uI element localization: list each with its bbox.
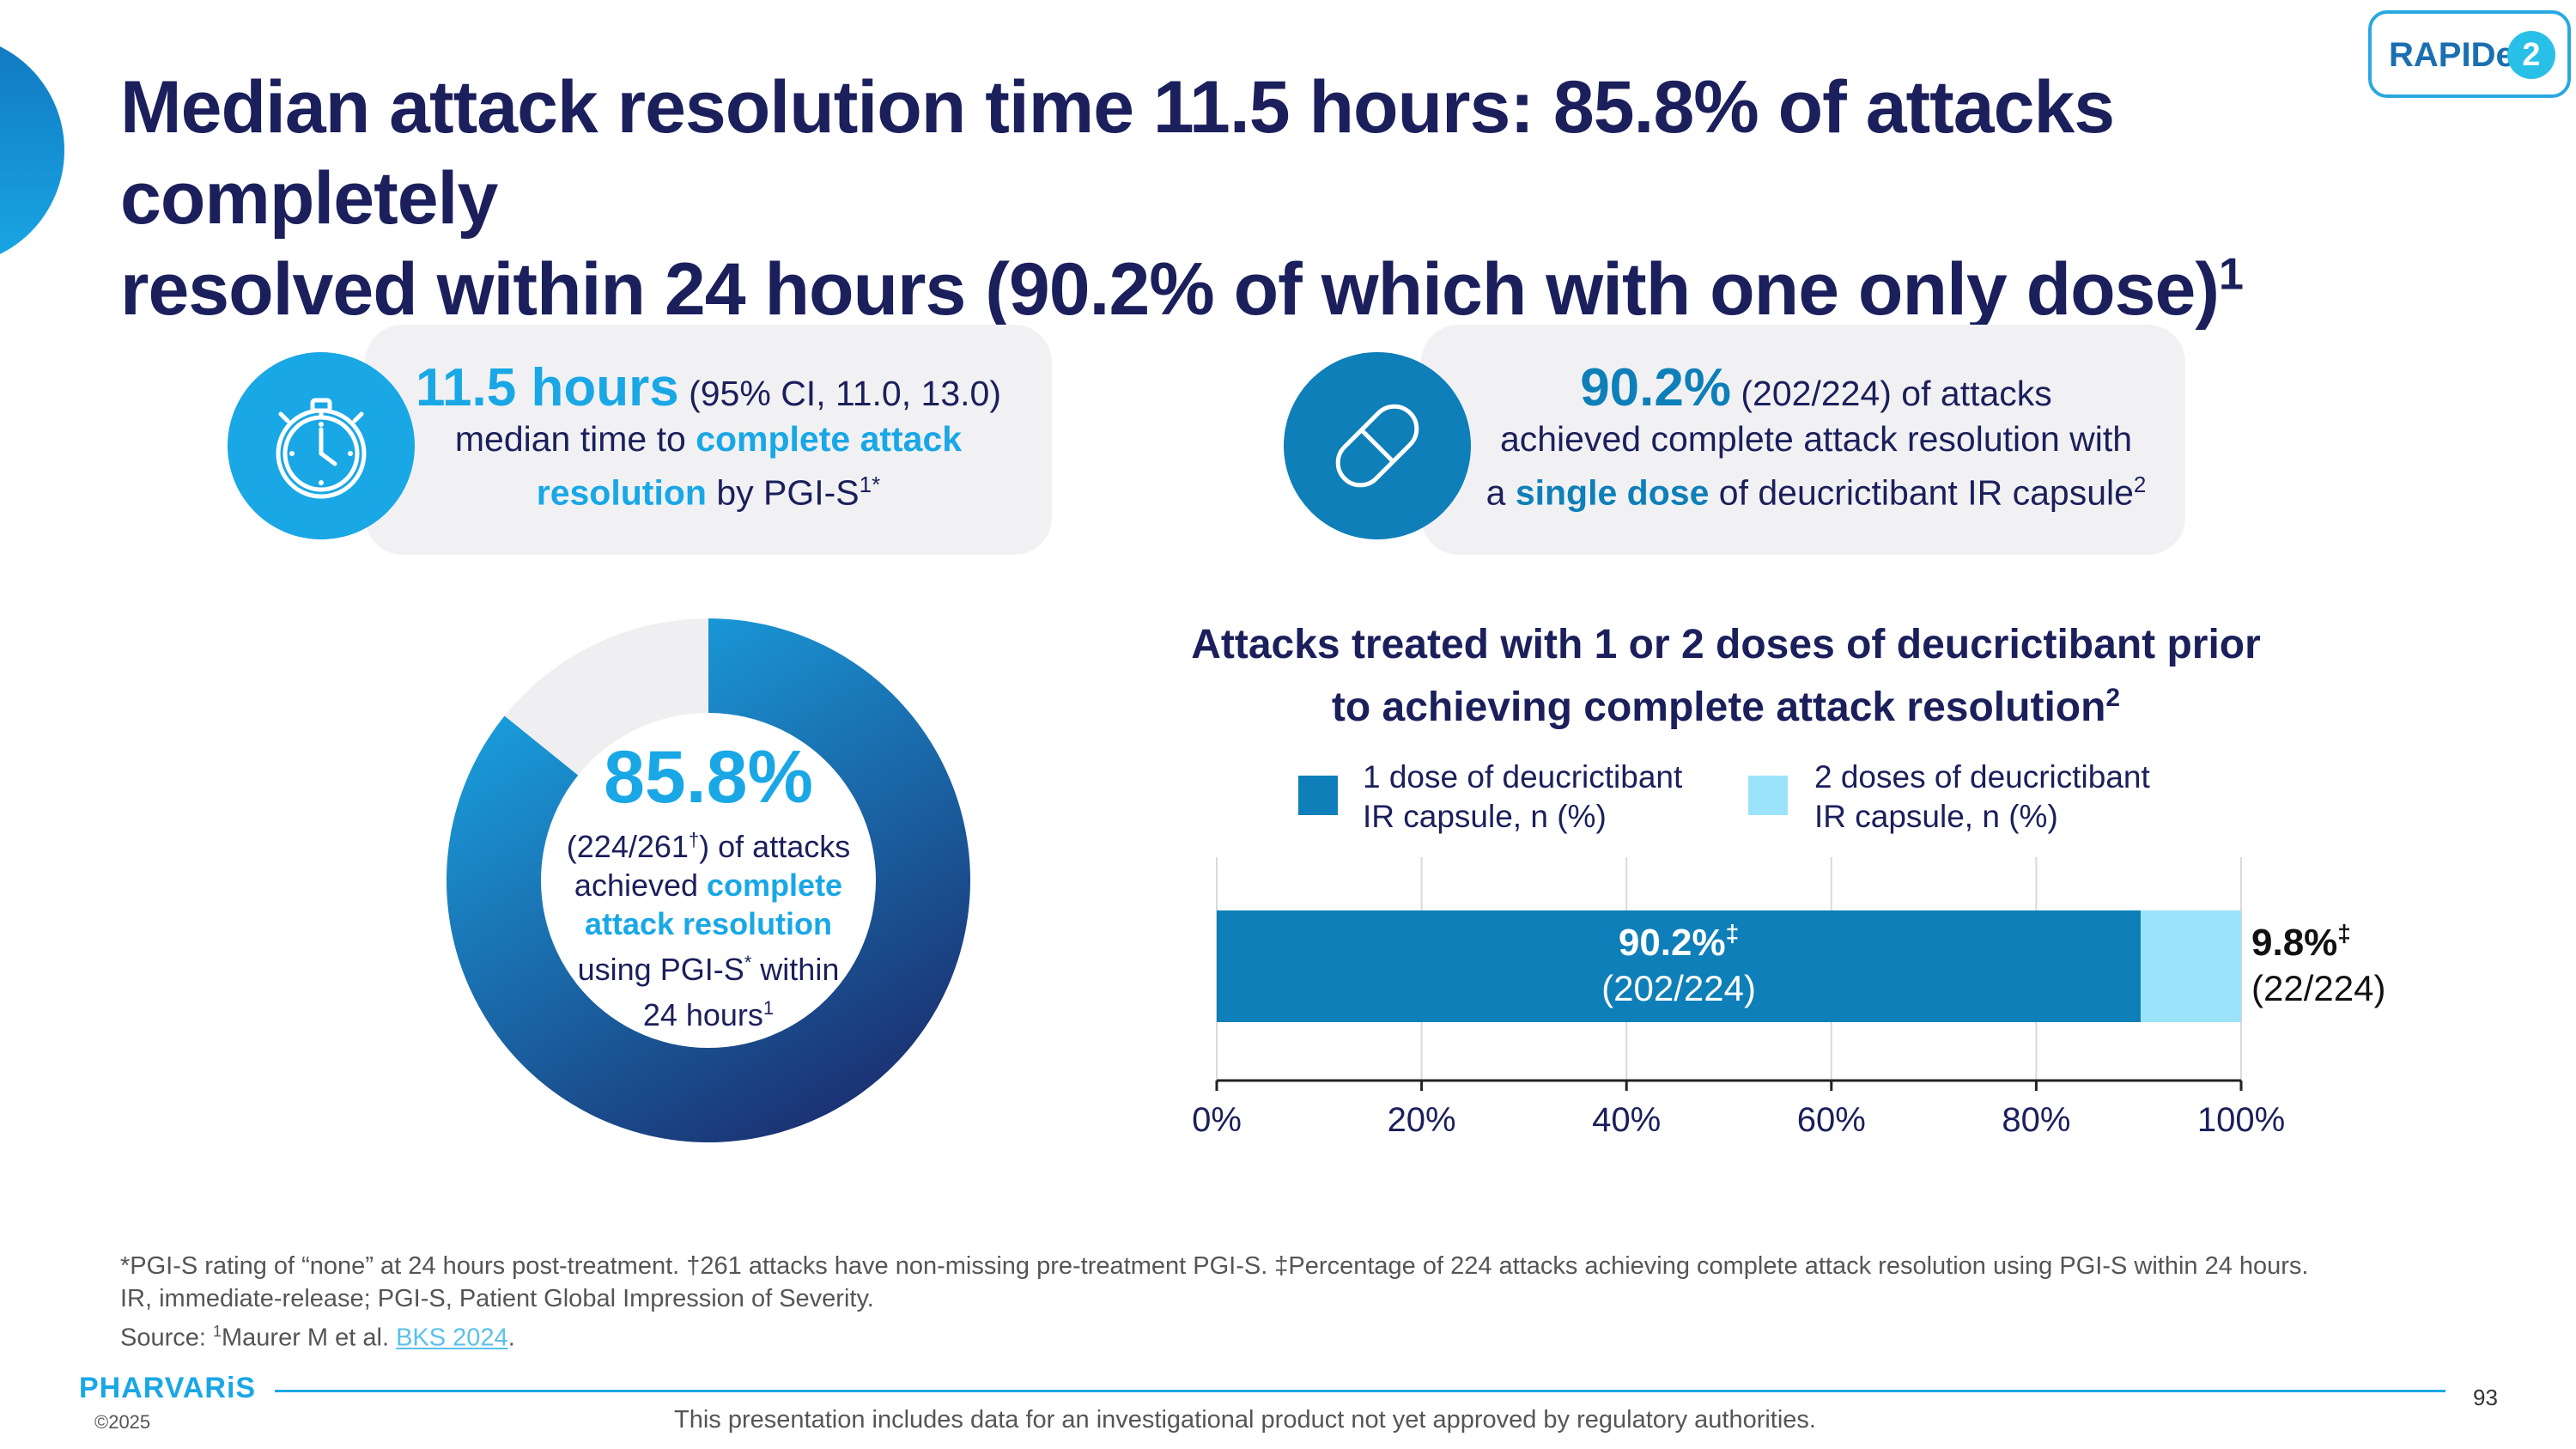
footnote-line1: *PGI-S rating of “none” at 24 hours post… (120, 1252, 2309, 1280)
donut-line1a: (224/261 (566, 829, 689, 864)
donut-line4b: within (751, 952, 840, 987)
donut-line1b: ) of attacks (699, 829, 851, 864)
donut-percent: 85.8% (604, 736, 813, 819)
source-prefix: Source: (120, 1324, 213, 1352)
single-dose-highlight: single dose (1515, 472, 1710, 513)
donut-line4-sup: * (744, 952, 752, 973)
median-time-line3: by PGI-S (706, 472, 860, 513)
source-authors: Maurer M et al. (222, 1324, 397, 1352)
footnote-line2: IR, immediate-release; PGI-S, Patient Gl… (120, 1285, 874, 1312)
footer-divider (275, 1390, 2445, 1392)
donut-slice-resolved (447, 618, 970, 1142)
title-line-1: Median attack resolution time 11.5 hours… (120, 66, 2115, 240)
resolution-donut-chart (447, 618, 970, 1142)
median-time-text: 11.5 hours (95% CI, 11.0, 13.0) median t… (404, 362, 1013, 516)
median-time-highlight-1: complete attack (696, 419, 963, 459)
donut-line2a: achieved (574, 868, 708, 903)
x-tick-label: 100% (2197, 1101, 2285, 1139)
single-dose-line2: achieved complete attack resolution with (1499, 419, 2133, 459)
single-dose-sup: 2 (2133, 472, 2147, 497)
x-tick-label: 40% (1592, 1101, 1661, 1139)
x-tick-label: 0% (1192, 1101, 1242, 1139)
single-dose-rest: (202/224) of attacks (1731, 374, 2052, 413)
source-end: . (507, 1324, 515, 1352)
capsule-icon (1335, 404, 1419, 488)
edge-decoration (0, 46, 64, 254)
bar-2-doses-label: 9.8%‡ (2251, 920, 2351, 964)
bar-1-dose (1217, 910, 2142, 1022)
dose-bar-chart: 0% 20% 40% 60% 80% 100% 90.2%‡(202/224) 9.8%‡(… (1192, 857, 2385, 1139)
median-time-sup: 1* (859, 472, 881, 497)
rapide-logo: RAPIDe 2 (2368, 10, 2571, 98)
median-time-value: 11.5 hours (416, 358, 679, 417)
bar-chart-title-sup: 2 (2105, 684, 2121, 712)
rapide-logo-text: RAPIDe (2389, 36, 2515, 74)
legend-label-2-doses: 2 doses of deucrictibant IR capsule, n (… (1814, 758, 2175, 837)
legend-2-line1: 2 doses of deucrictibant (1814, 759, 2150, 795)
bar-2-doses-sublabel: (22/224) (2251, 968, 2385, 1008)
disclaimer: This presentation includes data for an i… (674, 1406, 1816, 1434)
donut-center-label: 85.8% (224/261†) of attacks achieved com… (532, 734, 884, 1034)
donut-highlight-2: attack resolution (584, 906, 833, 941)
stopwatch-icon (276, 398, 367, 499)
single-dose-line3b: of deucrictibant IR capsule (1709, 472, 2134, 513)
legend-label-1-dose: 1 dose of deucrictibant IR capsule, n (%… (1363, 758, 1723, 837)
x-tick-label: 80% (2002, 1101, 2070, 1139)
title-sup: 1 (2218, 249, 2244, 300)
median-time-highlight-2: resolution (536, 472, 707, 513)
donut-line4a: using PGI-S (577, 952, 744, 987)
page-number: 93 (2473, 1385, 2498, 1410)
single-dose-value: 90.2% (1580, 358, 1732, 417)
footnotes: *PGI-S rating of “none” at 24 hours post… (120, 1250, 2439, 1355)
legend-swatch-2-doses (1748, 776, 1788, 815)
source-sup: 1 (213, 1323, 222, 1340)
legend-2-line2: IR capsule, n (%) (1814, 799, 2058, 834)
bar-chart-title: Attacks treated with 1 or 2 doses of deu… (1185, 618, 2267, 734)
x-axis: 0% 20% 40% 60% 80% 100% (1192, 1079, 2285, 1139)
median-time-line2: median time to (454, 419, 696, 459)
capsule-icon-circle (1284, 352, 1471, 539)
x-tick-label: 60% (1797, 1101, 1866, 1139)
single-dose-line3a: a (1485, 472, 1516, 513)
donut-highlight-1: complete (707, 868, 843, 903)
median-time-ci: (95% CI, 11.0, 13.0) (678, 374, 1001, 413)
bar-2-doses (2141, 910, 2241, 1022)
median-time-card (365, 325, 1052, 555)
single-dose-text: 90.2% (202/224) of attacks achieved comp… (1460, 362, 2172, 516)
legend-1-line1: 1 dose of deucrictibant (1363, 759, 1683, 795)
bar-chart-title-line1: Attacks treated with 1 or 2 doses of deu… (1191, 622, 2261, 667)
copyright: ©2025 (94, 1411, 151, 1433)
legend-1-line2: IR capsule, n (%) (1363, 799, 1607, 834)
bar-labels: 90.2%‡(202/224) 9.8%‡(22/224) (1601, 920, 2385, 1008)
rapide-logo-number: 2 (2507, 31, 2555, 79)
title-line-2: resolved within 24 hours (90.2% of which… (120, 248, 2220, 331)
bars (1217, 910, 2241, 1022)
page-title: Median attack resolution time 11.5 hours… (120, 62, 2370, 335)
bar-1-dose-sublabel: (202/224) (1601, 968, 1756, 1008)
donut-line5-sup: 1 (762, 997, 775, 1019)
bar-chart-title-line2: to achieving complete attack resolution (1331, 685, 2106, 730)
footnote-source: Source: 1Maurer M et al. BKS 2024. (120, 1315, 2439, 1355)
bar-1-dose-label: 90.2%‡ (1619, 920, 1739, 964)
x-tick-label: 20% (1388, 1101, 1456, 1139)
donut-slice-remaining (504, 618, 708, 776)
donut-line1-sup: † (688, 829, 700, 850)
source-link[interactable]: BKS 2024 (396, 1324, 508, 1352)
single-dose-card (1421, 325, 2185, 555)
stopwatch-icon-circle (228, 352, 415, 539)
donut-line5: 24 hours (642, 997, 763, 1032)
pharvaris-logo: PHARVARiS (79, 1372, 257, 1404)
legend-swatch-1-dose (1298, 776, 1338, 815)
